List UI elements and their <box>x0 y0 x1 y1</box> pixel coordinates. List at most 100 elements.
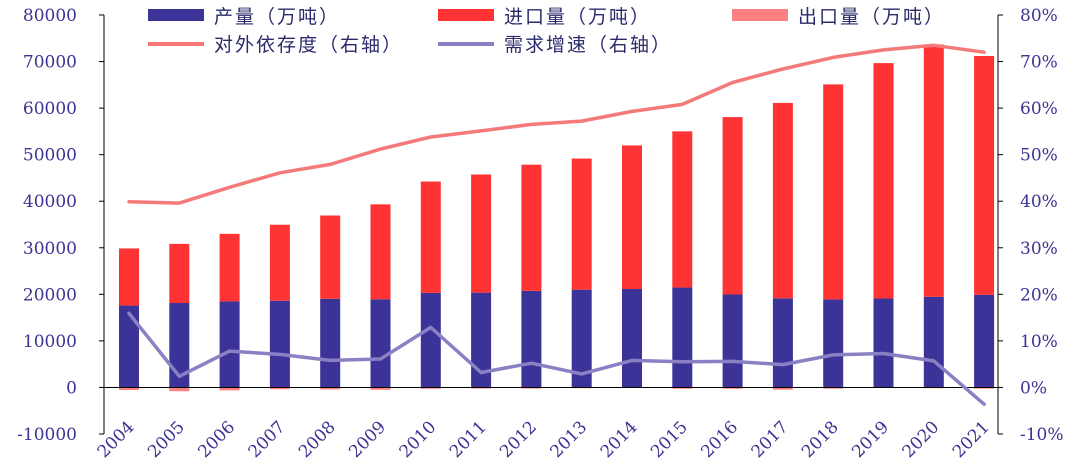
bar-imports <box>873 63 894 299</box>
y-tick-label-left: 0 <box>66 378 77 398</box>
legend-label-demand-growth: 需求增速（右轴） <box>504 34 672 56</box>
y-axis-right: -10% 0% 10% 20% 30% 40% 50% 60% 70% 80% <box>997 6 1064 445</box>
bar-imports <box>672 131 693 288</box>
bar-exports <box>521 387 542 389</box>
x-tick-label: 2011 <box>446 417 491 459</box>
bar-production <box>873 298 894 388</box>
bar-imports <box>521 164 542 291</box>
bar-imports <box>320 215 341 299</box>
y-tick-label-left: 30000 <box>23 239 77 259</box>
bar-imports <box>722 117 743 295</box>
y-axis-left: -10000 0 10000 20000 30000 40000 50000 60000 700… <box>17 6 105 445</box>
bar-exports <box>672 387 693 389</box>
bar-production <box>471 292 492 388</box>
x-tick-label: 2005 <box>144 417 189 459</box>
x-tick-label: 2007 <box>245 417 290 459</box>
x-tick-label: 2020 <box>899 417 944 459</box>
x-tick-label: 2012 <box>496 417 541 459</box>
y-tick-label-right: 40% <box>1020 192 1058 212</box>
legend-swatch-exports <box>732 9 788 21</box>
bar-production <box>521 290 542 388</box>
x-tick-label: 2021 <box>949 417 994 459</box>
bar-imports <box>269 224 290 301</box>
bar-imports <box>169 243 190 304</box>
legend-label-production: 产量（万吨） <box>214 6 340 28</box>
legend-label-exports: 出口量（万吨） <box>798 6 945 28</box>
bar-production <box>219 301 240 388</box>
bar-production <box>320 298 341 388</box>
y-tick-label-left: 40000 <box>23 192 77 212</box>
bar-production <box>370 299 391 388</box>
y-tick-label-right: 80% <box>1020 6 1058 26</box>
bar-production <box>722 294 743 388</box>
bar-imports <box>622 145 642 290</box>
bar-exports <box>269 387 290 390</box>
bar-exports <box>772 387 793 390</box>
bar-imports <box>772 102 793 299</box>
y-tick-label-left: -10000 <box>17 425 77 445</box>
bar-imports <box>823 84 844 300</box>
y-tick-label-right: 10% <box>1020 332 1058 352</box>
line-dependency <box>127 43 986 205</box>
x-tick-label: 2008 <box>295 417 340 459</box>
x-tick-label: 2014 <box>597 417 642 459</box>
x-tick-label: 2010 <box>396 417 441 459</box>
bar-exports <box>219 387 240 391</box>
bar-imports <box>571 158 592 290</box>
x-tick-label: 2015 <box>647 417 692 459</box>
bar-imports <box>219 233 240 302</box>
bar-exports <box>722 387 743 389</box>
bar-production <box>974 294 995 388</box>
x-tick-label: 2004 <box>94 417 139 459</box>
y-tick-label-right: 50% <box>1020 146 1058 166</box>
legend-swatch-production <box>148 9 204 21</box>
x-axis: 2004 2005 2006 2007 2008 2009 2010 2011 2012 2013… <box>94 417 994 459</box>
bar-production <box>169 303 190 388</box>
legend-label-imports: 进口量（万吨） <box>504 6 651 28</box>
bar-production <box>571 289 592 388</box>
bar-production <box>823 299 844 388</box>
bar-exports <box>119 387 139 391</box>
y-tick-label-right: -10% <box>1020 425 1064 445</box>
y-tick-label-right: 70% <box>1020 53 1058 73</box>
bar-imports <box>119 248 139 306</box>
bar-production <box>420 292 441 388</box>
bar-production <box>772 298 793 388</box>
y-tick-label-right: 20% <box>1020 285 1058 305</box>
lines <box>127 43 986 406</box>
y-tick-label-left: 20000 <box>23 285 77 305</box>
bar-production <box>672 287 693 388</box>
y-tick-label-right: 0% <box>1020 378 1047 398</box>
y-tick-label-left: 70000 <box>23 53 77 73</box>
y-tick-label-left: 60000 <box>23 99 77 119</box>
bar-exports <box>169 387 190 392</box>
bar-exports <box>370 387 391 390</box>
y-tick-label-left: 10000 <box>23 332 77 352</box>
bar-imports <box>370 204 391 300</box>
bar-imports <box>923 44 944 297</box>
bar-exports <box>974 387 995 389</box>
y-tick-label-right: 30% <box>1020 239 1058 259</box>
y-tick-label-right: 60% <box>1020 99 1058 119</box>
x-tick-label: 2006 <box>194 417 239 459</box>
bar-exports <box>471 387 492 389</box>
bar-exports <box>320 387 341 390</box>
bars <box>104 44 998 392</box>
bar-exports <box>823 387 844 389</box>
bar-imports <box>471 174 492 293</box>
bar-imports <box>974 55 995 295</box>
legend-swatch-imports <box>438 9 494 21</box>
line-demand-growth <box>127 311 986 406</box>
bar-production <box>269 300 290 388</box>
bar-imports <box>420 181 441 293</box>
x-tick-label: 2016 <box>697 417 742 459</box>
x-tick-label: 2018 <box>798 417 843 459</box>
bar-production <box>622 289 642 388</box>
x-tick-label: 2013 <box>547 417 592 459</box>
y-tick-label-left: 80000 <box>23 6 77 26</box>
x-tick-label: 2019 <box>848 417 893 459</box>
bar-production <box>119 305 139 388</box>
x-tick-label: 2017 <box>748 417 793 459</box>
x-tick-label: 2009 <box>345 417 390 459</box>
